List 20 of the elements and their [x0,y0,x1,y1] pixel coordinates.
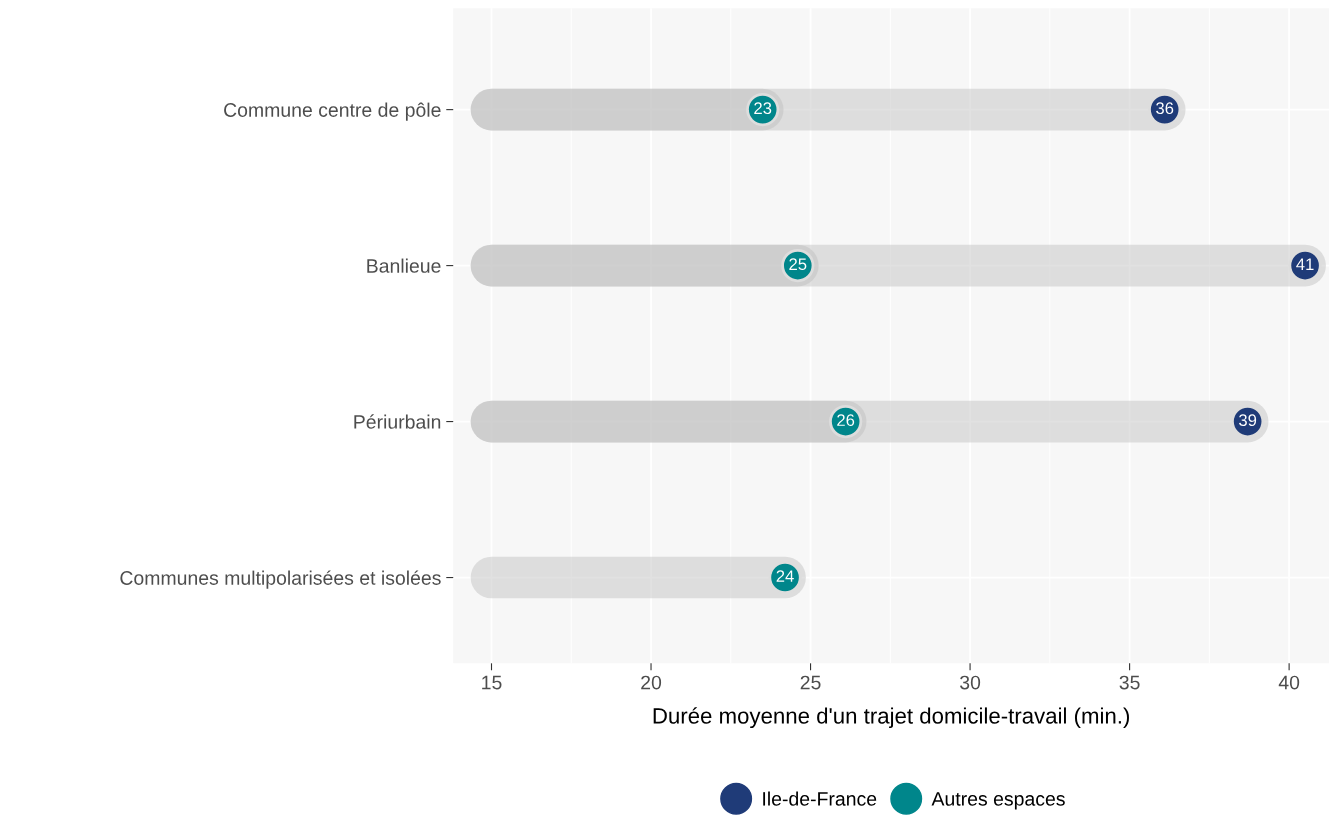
x-tick-label: 40 [1278,675,1300,690]
legend-label: Ile-de-France [763,791,877,806]
x-tick-label: 35 [1119,675,1140,690]
data-label: 24 [776,570,794,582]
x-tick-label: 30 [960,675,981,690]
data-label: 39 [1239,414,1257,427]
x-tick-label: 15 [482,675,502,690]
x-axis-title: Durée moyenne d'un trajet domicile-travail (min.) [653,707,1129,729]
data-label: 26 [837,414,855,427]
x-tick-label: 25 [800,675,821,690]
legend-label: Autres espaces [931,792,1065,810]
y-tick-label: Commune centre de pôle [224,102,441,121]
y-tick-label: Périurbain [354,414,441,429]
x-tick-label: 20 [641,675,662,690]
data-label: 41 [1296,258,1314,270]
y-tick-label: Banlieue [367,258,441,273]
y-tick-label: Communes multipolarisées et isolées [120,570,441,589]
data-label: 23 [754,102,772,115]
data-label: 25 [789,258,807,271]
data-label: 36 [1156,102,1174,115]
